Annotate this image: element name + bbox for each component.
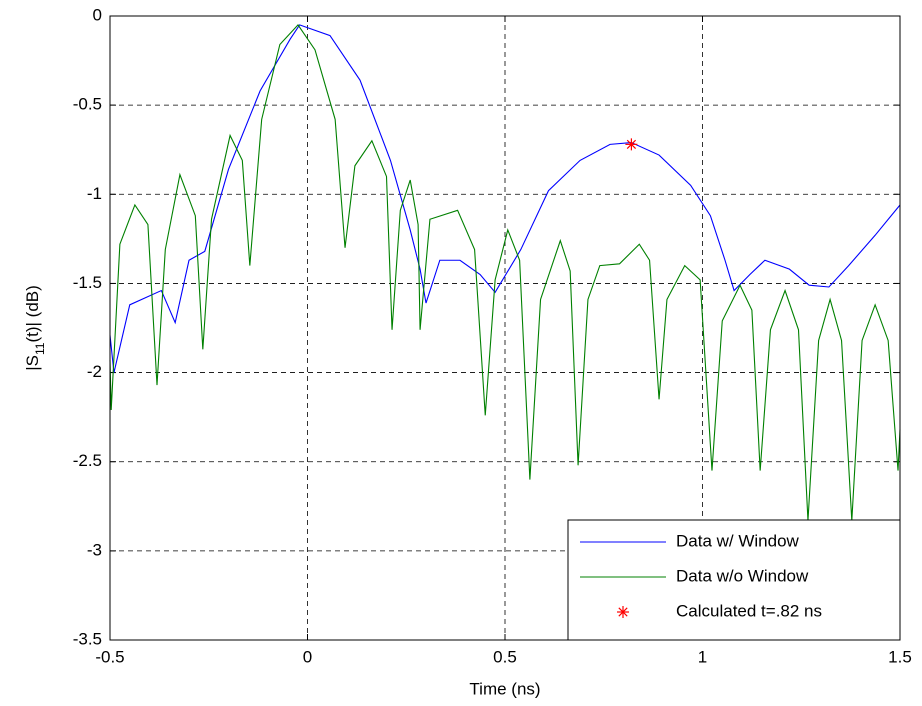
legend-box (567, 519, 901, 641)
legend-label: Data w/o Window (676, 566, 809, 585)
plot-frame (109, 15, 901, 641)
y-axis-label-rest: (t)| (dB) (23, 285, 42, 342)
legend-label: Calculated t=.82 ns (676, 601, 822, 620)
y-axis-label-sub: 11 (33, 342, 47, 355)
star-stroke (618, 607, 628, 617)
x-axis-label: Time (ns) (469, 679, 540, 698)
y-tick-label: -1.5 (73, 273, 102, 292)
x-tick-label: 0.5 (493, 647, 517, 666)
x-tick-label: 1.5 (888, 647, 912, 666)
x-tick-label: 0 (303, 647, 312, 666)
y-axis-label-main: |S (23, 355, 42, 371)
y-tick-label: -2.5 (73, 451, 102, 470)
y-tick-label: -0.5 (73, 95, 102, 114)
legend-label: Data w/ Window (676, 531, 800, 550)
data-line (109, 24, 901, 373)
y-axis-label: |S11(t)| (dB) (23, 285, 47, 371)
x-tick-label: -0.5 (95, 647, 124, 666)
y-tick-label: -1 (87, 184, 102, 203)
data-point (625, 138, 638, 151)
star-stroke (626, 139, 637, 149)
x-tick-label: 1 (698, 647, 707, 666)
y-tick-label: 0 (93, 5, 102, 24)
data-line (109, 24, 901, 521)
y-tick-label: -2 (87, 362, 102, 381)
legend-marker (617, 606, 629, 618)
y-tick-label: -3 (87, 540, 102, 559)
y-tick-label: -3.5 (73, 629, 102, 648)
legend: Data w/ Window Data w/o Window Calculated … (567, 519, 901, 641)
